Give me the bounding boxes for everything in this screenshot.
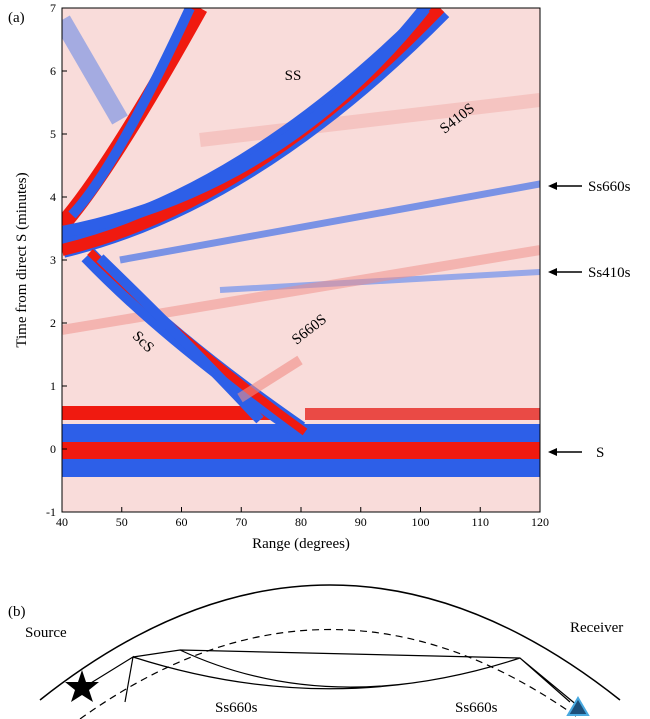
x-tick-label: 80: [295, 515, 307, 529]
y-tick-label: -1: [46, 505, 56, 519]
arrows: [552, 185, 582, 453]
ray-label: Ss660s: [455, 700, 498, 716]
phase-label: SS: [285, 68, 302, 84]
x-tick-label: 110: [471, 515, 489, 529]
y-tick-label: 7: [50, 1, 56, 15]
y-tick-label: 4: [50, 190, 56, 204]
receiver-label: Receiver: [570, 620, 623, 636]
panel-label: (b): [8, 604, 26, 620]
receiver-icon: [566, 696, 590, 716]
diagram: [39, 584, 621, 719]
stack-image: [62, 8, 540, 512]
x-tick-label: 120: [531, 515, 549, 529]
arrowheads: [548, 182, 557, 456]
x-tick-label: 70: [235, 515, 247, 529]
x-tick-label: 40: [56, 515, 68, 529]
x-tick-label: 100: [412, 515, 430, 529]
ray-label: Ss660s: [215, 700, 258, 716]
source-icon: [65, 670, 99, 702]
y-axis-label: Time from direct S (minutes): [14, 172, 30, 347]
arrow-label: S: [596, 445, 604, 461]
panel-label: (a): [8, 10, 25, 26]
y-tick-label: 5: [50, 127, 56, 141]
x-tick-label: 90: [355, 515, 367, 529]
y-tick-label: 2: [50, 316, 56, 330]
source-label: Source: [25, 625, 67, 641]
y-tick-label: 3: [50, 253, 56, 267]
y-tick-label: 6: [50, 64, 56, 78]
x-axis-label: Range (degrees): [252, 536, 350, 552]
x-tick-label: 50: [116, 515, 128, 529]
x-tick-label: 60: [176, 515, 188, 529]
axis-ticks: 40 50 60 70 80 90 100 110 120 -1 0 1 2 3 4 5 6 7: [46, 1, 549, 529]
y-tick-label: 0: [50, 442, 56, 456]
arrow-label: Ss660s: [588, 179, 631, 195]
y-tick-label: 1: [50, 379, 56, 393]
arrow-label: Ss410s: [588, 265, 631, 281]
